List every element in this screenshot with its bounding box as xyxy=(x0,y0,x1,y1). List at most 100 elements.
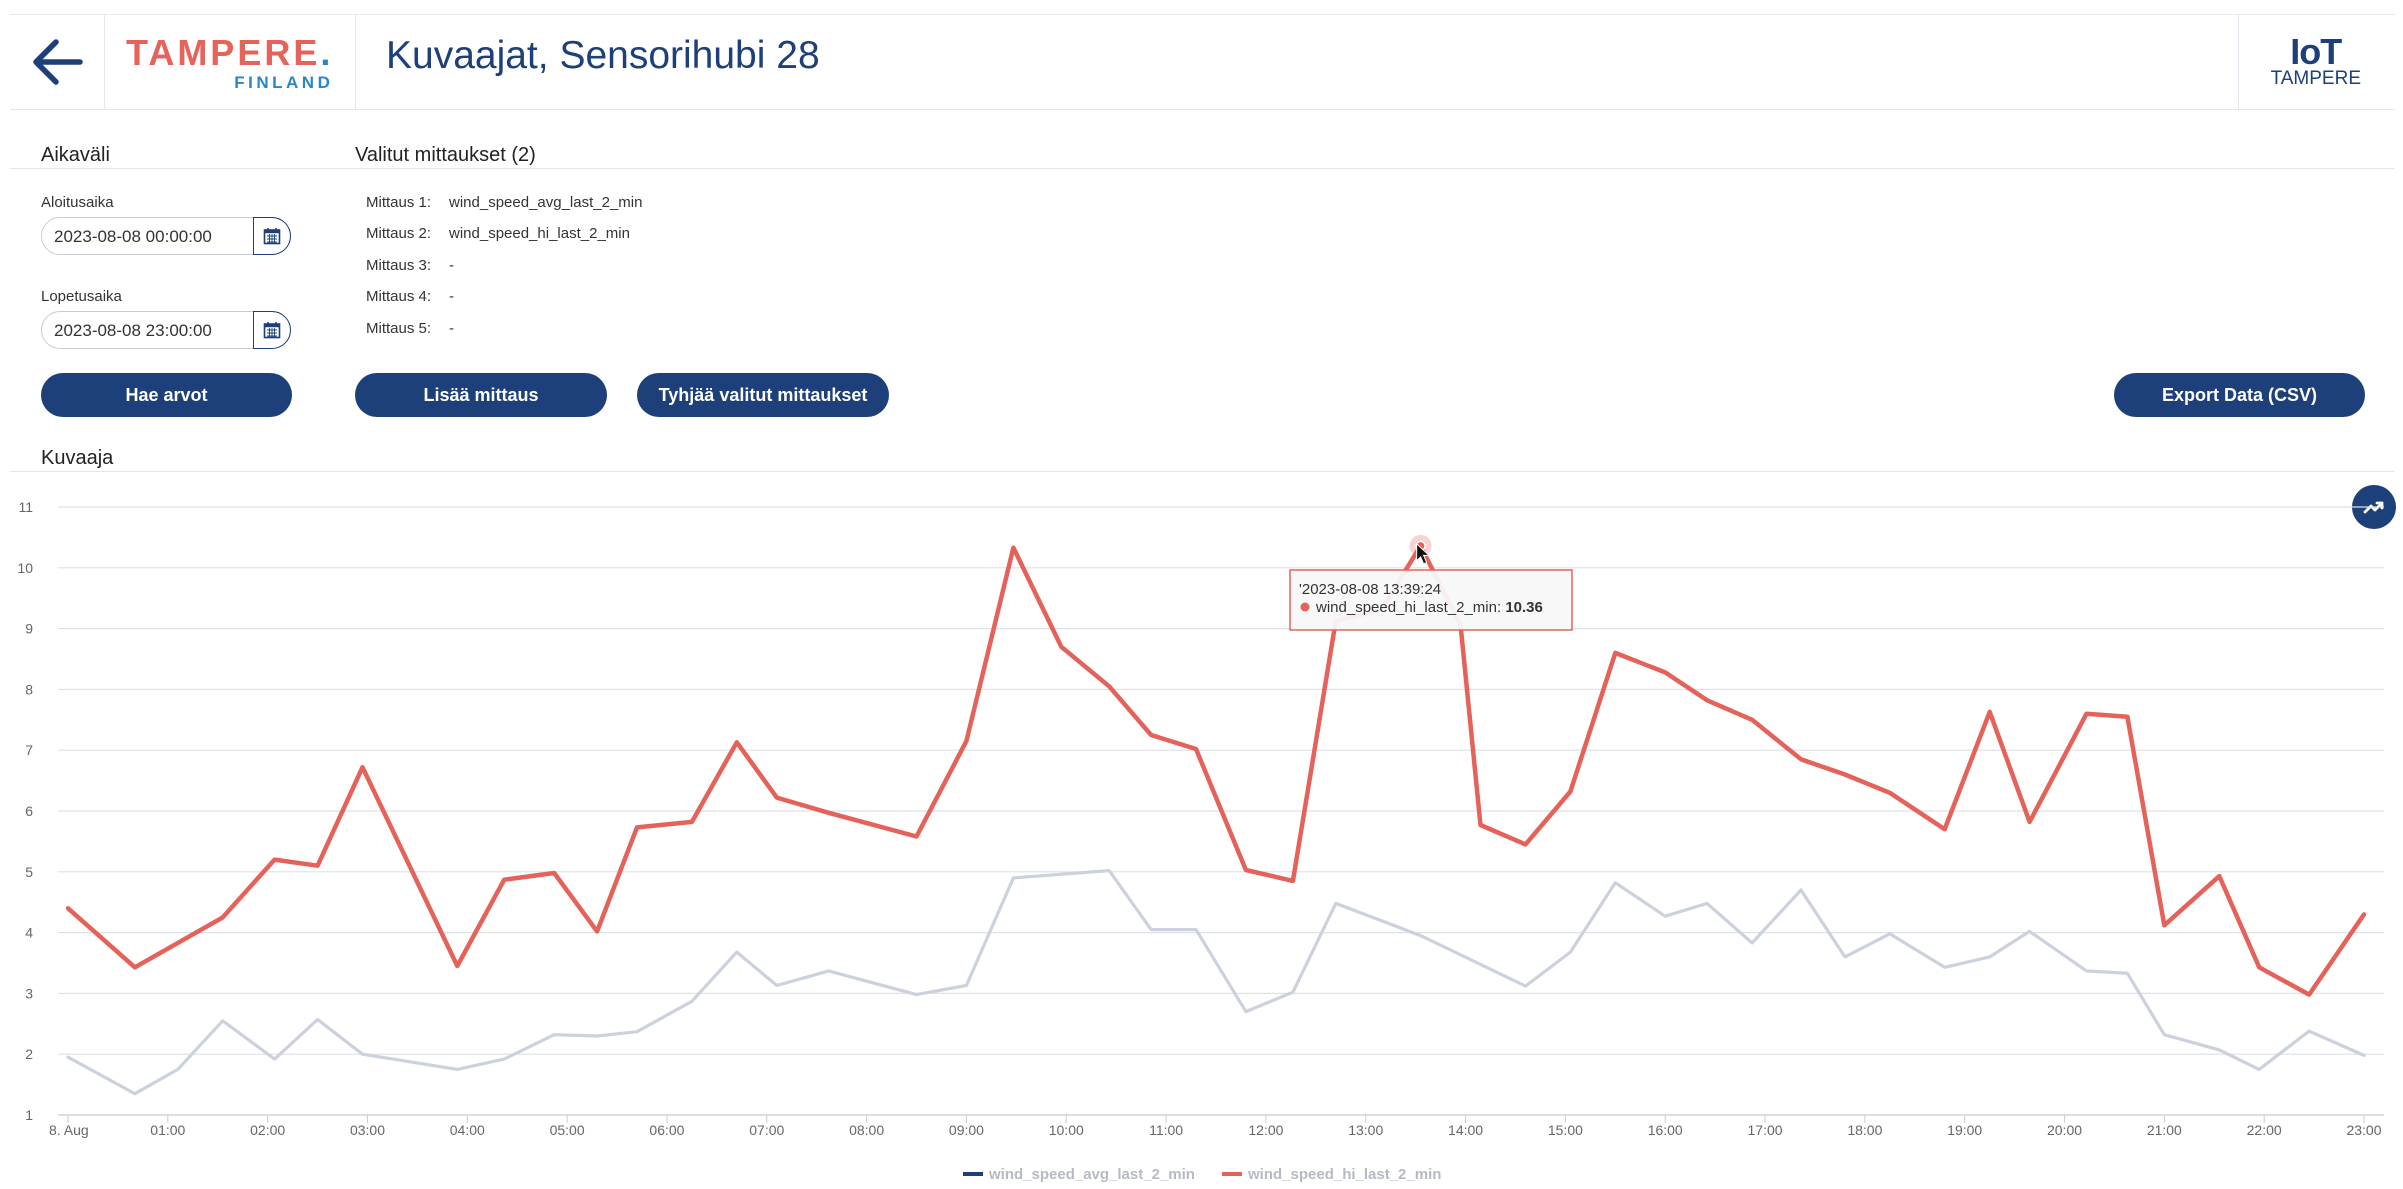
arrow-left-icon xyxy=(33,39,83,85)
measurement-label: Mittaus 5: xyxy=(366,320,432,337)
y-tick-label: 3 xyxy=(25,985,33,1001)
measurement-label: Mittaus 4: xyxy=(366,288,432,305)
chart-type-toggle-button[interactable] xyxy=(2352,485,2396,529)
header-divider xyxy=(104,15,105,109)
measurement-value: wind_speed_hi_last_2_min xyxy=(449,225,630,242)
tooltip-series-name: wind_speed_hi_last_2_min xyxy=(1315,599,1497,616)
y-tick-label: 10 xyxy=(17,560,33,576)
export-csv-button[interactable]: Export Data (CSV) xyxy=(2114,373,2365,417)
legend-item-avg[interactable]: wind_speed_avg_last_2_min xyxy=(963,1166,1195,1183)
measurement-label: Mittaus 1: xyxy=(366,194,432,211)
measurement-value: - xyxy=(449,320,454,337)
x-tick-label: 19:00 xyxy=(1947,1122,1982,1138)
legend-label-hi: wind_speed_hi_last_2_min xyxy=(1247,1166,1441,1183)
series-line-avg xyxy=(66,869,2366,1096)
x-tick-label: 04:00 xyxy=(450,1122,485,1138)
x-tick-label: 23:00 xyxy=(2346,1122,2381,1138)
calendar-icon xyxy=(263,228,281,245)
x-tick-label: 14:00 xyxy=(1448,1122,1483,1138)
measurement-value: wind_speed_avg_last_2_min xyxy=(449,194,643,211)
calendar-icon xyxy=(263,322,281,339)
x-tick-label: 12:00 xyxy=(1248,1122,1283,1138)
add-measurement-button[interactable]: Lisää mittaus xyxy=(355,373,607,417)
x-tick-label: 18:00 xyxy=(1847,1122,1882,1138)
x-tick-label: 10:00 xyxy=(1049,1122,1084,1138)
x-tick-label: 17:00 xyxy=(1748,1122,1783,1138)
tooltip-timestamp: '2023-08-08 13:39:24 xyxy=(1299,581,1441,598)
end-time-value: 2023-08-08 23:00:00 xyxy=(54,321,212,340)
tampere-logo[interactable]: TAMPERE. FINLAND xyxy=(126,35,333,93)
svg-text:wind_speed_hi_last_2_min: 10.3: wind_speed_hi_last_2_min: 10.36 xyxy=(1315,599,1543,616)
measurement-label: Mittaus 2: xyxy=(366,225,432,242)
x-tick-label: 16:00 xyxy=(1648,1122,1683,1138)
x-tick-label: 8. Aug xyxy=(49,1122,89,1138)
y-tick-label: 4 xyxy=(25,925,33,941)
legend-item-hi[interactable]: wind_speed_hi_last_2_min xyxy=(1222,1166,1441,1183)
x-tick-label: 22:00 xyxy=(2247,1122,2282,1138)
x-tick-label: 01:00 xyxy=(150,1122,185,1138)
hover-halo xyxy=(1409,534,1432,557)
legend-label-avg: wind_speed_avg_last_2_min xyxy=(988,1166,1195,1183)
chart-heading: Kuvaaja xyxy=(41,447,114,469)
hover-point xyxy=(1415,540,1426,552)
series-line-hi xyxy=(65,543,2367,997)
tooltip-value: 10.36 xyxy=(1505,599,1543,616)
end-time-input[interactable]: 2023-08-08 23:00:00 xyxy=(41,311,291,349)
aikavali-heading: Aikaväli xyxy=(41,144,110,166)
start-time-input[interactable]: 2023-08-08 00:00:00 xyxy=(41,217,291,255)
start-calendar-button[interactable] xyxy=(253,217,291,255)
clear-measurements-button[interactable]: Tyhjää valitut mittaukset xyxy=(637,373,889,417)
y-tick-label: 11 xyxy=(18,499,33,515)
tooltip-box xyxy=(1289,569,1573,631)
header-divider xyxy=(2238,15,2239,109)
x-tick-label: 11:00 xyxy=(1149,1122,1183,1138)
tooltip-series-dot xyxy=(1300,602,1310,612)
hover-layer xyxy=(1409,534,1432,565)
logo-sub: FINLAND xyxy=(234,73,334,92)
start-time-value: 2023-08-08 00:00:00 xyxy=(54,227,212,246)
trend-line-icon xyxy=(2363,501,2384,514)
y-axis: 1 2 3 4 5 6 7 8 9 10 11 xyxy=(17,499,33,1123)
x-tick-label: 03:00 xyxy=(350,1122,385,1138)
x-axis: 8. Aug 01:00 02:00 03:00 04:00 05:00 06:00 07:0… xyxy=(49,1115,2382,1138)
measurement-value: - xyxy=(449,288,454,305)
iot-tampere-logo[interactable]: IoT TAMPERE xyxy=(2270,31,2361,89)
iot-logo-bottom: TAMPERE xyxy=(2270,68,2361,89)
measurement-label: Mittaus 3: xyxy=(366,257,432,274)
y-tick-label: 1 xyxy=(25,1107,33,1123)
measurement-value: - xyxy=(449,257,454,274)
section-divider xyxy=(10,471,2395,472)
x-tick-label: 15:00 xyxy=(1548,1122,1583,1138)
mouse-cursor-icon xyxy=(1416,542,1431,565)
iot-logo-top: IoT xyxy=(2290,31,2342,72)
x-tick-label: 02:00 xyxy=(250,1122,285,1138)
x-tick-label: 07:00 xyxy=(749,1122,784,1138)
header-divider xyxy=(355,15,356,109)
back-button[interactable] xyxy=(28,33,88,91)
y-tick-label: 5 xyxy=(25,864,33,880)
x-tick-label: 05:00 xyxy=(550,1122,585,1138)
y-tick-label: 6 xyxy=(25,803,33,819)
y-tick-label: 7 xyxy=(25,742,33,758)
grid-layer xyxy=(58,506,2384,1116)
logo-dot: . xyxy=(320,32,334,73)
measurements-heading: Valitut mittaukset (2) xyxy=(355,144,536,166)
end-time-label: Lopetusaika xyxy=(41,288,122,305)
x-tick-label: 21:00 xyxy=(2147,1122,2182,1138)
page-title: Kuvaajat, Sensorihubi 28 xyxy=(386,34,820,77)
x-tick-label: 13:00 xyxy=(1348,1122,1383,1138)
start-time-label: Aloitusaika xyxy=(41,194,114,211)
app-header: TAMPERE. FINLAND Kuvaajat, Sensorihubi 2… xyxy=(10,14,2395,110)
end-calendar-button[interactable] xyxy=(253,311,291,349)
y-tick-label: 8 xyxy=(25,681,33,697)
x-tick-label: 20:00 xyxy=(2047,1122,2082,1138)
section-divider xyxy=(10,168,2395,169)
x-tick-label: 09:00 xyxy=(949,1122,984,1138)
fetch-values-button[interactable]: Hae arvot xyxy=(41,373,292,417)
series-layer xyxy=(65,543,2367,1096)
chart-legend: wind_speed_avg_last_2_min wind_speed_hi_… xyxy=(963,1166,1441,1183)
x-tick-label: 06:00 xyxy=(649,1122,684,1138)
y-tick-label: 2 xyxy=(25,1046,33,1062)
y-tick-label: 9 xyxy=(25,621,33,637)
